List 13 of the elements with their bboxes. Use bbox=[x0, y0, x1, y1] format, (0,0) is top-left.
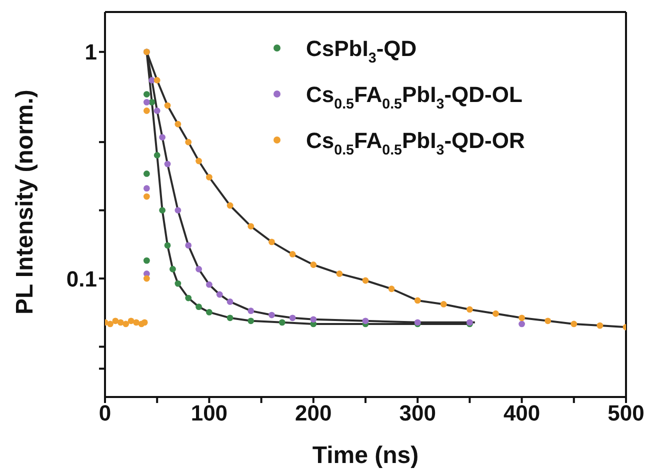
legend-label: Cs$_{0.5}$FA$_{0.5}$PbI$_{3}$-QD-OR bbox=[306, 128, 525, 159]
y-tick-label: 1 bbox=[84, 40, 97, 65]
y-tick-label: 0.1 bbox=[66, 266, 97, 292]
x-tick-label: 300 bbox=[399, 400, 436, 426]
x-tick-label: 0 bbox=[98, 400, 112, 426]
x-tick-label: 100 bbox=[190, 400, 228, 426]
x-tick-label: 400 bbox=[503, 400, 540, 426]
x-axis-title: Time (ns) bbox=[312, 442, 419, 469]
y-axis-title: PL Intensity (norm.) bbox=[12, 90, 39, 314]
x-tick-label: 200 bbox=[295, 400, 332, 426]
x-tick-label: 500 bbox=[608, 400, 644, 426]
legend-label: CsPbI$_{3}$-QD bbox=[306, 36, 417, 67]
legend-label: Cs$_{0.5}$FA$_{0.5}$PbI$_{3}$-QD-OL bbox=[306, 82, 522, 113]
